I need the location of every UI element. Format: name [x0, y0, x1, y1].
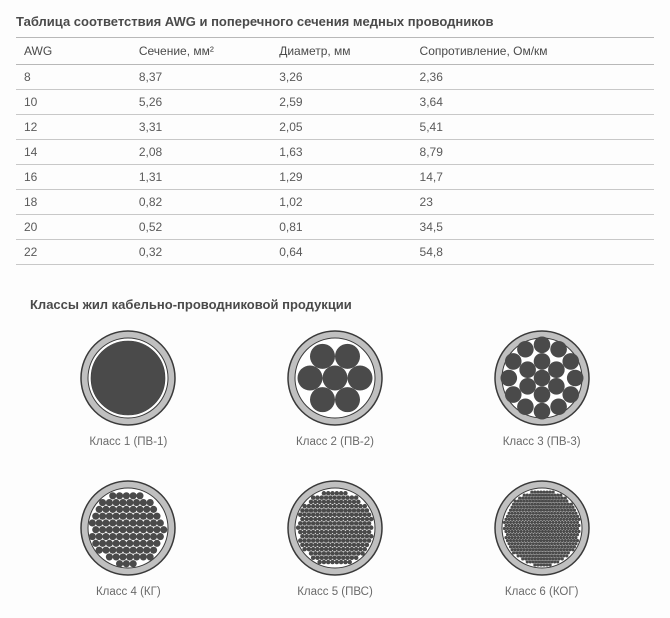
table-cell: 54,8 — [412, 240, 654, 265]
table-cell: 22 — [16, 240, 131, 265]
class-item: Класс 1 (ПВ-1) — [30, 328, 227, 448]
table-cell: 14 — [16, 140, 131, 165]
table-cell: 2,36 — [412, 65, 654, 90]
table-cell: 14,7 — [412, 165, 654, 190]
class-caption: Класс 6 (КОГ) — [505, 586, 579, 598]
col-header: AWG — [16, 38, 131, 65]
table-cell: 1,63 — [271, 140, 411, 165]
class-caption: Класс 4 (КГ) — [96, 586, 161, 598]
table-cell: 2,08 — [131, 140, 271, 165]
cable-cross-section-icon — [78, 478, 178, 578]
table-cell: 5,26 — [131, 90, 271, 115]
table-cell: 1,31 — [131, 165, 271, 190]
table-cell: 20 — [16, 215, 131, 240]
table-cell: 12 — [16, 115, 131, 140]
table-cell: 0,52 — [131, 215, 271, 240]
col-header: Диаметр, мм — [271, 38, 411, 65]
table-row: 161,311,2914,7 — [16, 165, 654, 190]
table-cell: 23 — [412, 190, 654, 215]
table-row: 105,262,593,64 — [16, 90, 654, 115]
table-row: 220,320,6454,8 — [16, 240, 654, 265]
table-row: 123,312,055,41 — [16, 115, 654, 140]
table-cell: 5,41 — [412, 115, 654, 140]
class-caption: Класс 3 (ПВ-3) — [503, 436, 581, 448]
table-row: 180,821,0223 — [16, 190, 654, 215]
class-caption: Класс 2 (ПВ-2) — [296, 436, 374, 448]
table-cell: 3,26 — [271, 65, 411, 90]
class-item: Класс 5 (ПВС) — [237, 478, 434, 598]
cable-cross-section-icon — [492, 328, 592, 428]
table-cell: 2,05 — [271, 115, 411, 140]
table-cell: 1,29 — [271, 165, 411, 190]
table-title: Таблица соответствия AWG и поперечного с… — [16, 14, 654, 29]
col-header: Сечение, мм² — [131, 38, 271, 65]
classes-grid: Класс 1 (ПВ-1) Класс 2 (ПВ-2) Класс 3 (ПВ-… — [16, 328, 654, 598]
table-row: 142,081,638,79 — [16, 140, 654, 165]
table-cell: 0,64 — [271, 240, 411, 265]
cable-cross-section-icon — [285, 328, 385, 428]
class-item: Класс 6 (КОГ) — [443, 478, 640, 598]
class-item: Класс 2 (ПВ-2) — [237, 328, 434, 448]
table-cell: 3,64 — [412, 90, 654, 115]
awg-table: AWGСечение, мм²Диаметр, ммСопротивление,… — [16, 37, 654, 265]
table-cell: 8 — [16, 65, 131, 90]
table-cell: 8,79 — [412, 140, 654, 165]
table-cell: 18 — [16, 190, 131, 215]
class-item: Класс 3 (ПВ-3) — [443, 328, 640, 448]
col-header: Сопротивление, Ом/км — [412, 38, 654, 65]
table-cell: 3,31 — [131, 115, 271, 140]
table-cell: 8,37 — [131, 65, 271, 90]
cable-cross-section-icon — [285, 478, 385, 578]
table-row: 88,373,262,36 — [16, 65, 654, 90]
table-cell: 0,81 — [271, 215, 411, 240]
table-cell: 0,32 — [131, 240, 271, 265]
table-row: 200,520,8134,5 — [16, 215, 654, 240]
class-caption: Класс 5 (ПВС) — [297, 586, 373, 598]
class-item: Класс 4 (КГ) — [30, 478, 227, 598]
table-cell: 16 — [16, 165, 131, 190]
table-cell: 1,02 — [271, 190, 411, 215]
table-cell: 34,5 — [412, 215, 654, 240]
table-cell: 2,59 — [271, 90, 411, 115]
class-caption: Класс 1 (ПВ-1) — [89, 436, 167, 448]
table-cell: 0,82 — [131, 190, 271, 215]
cable-cross-section-icon — [78, 328, 178, 428]
table-cell: 10 — [16, 90, 131, 115]
classes-title: Классы жил кабельно-проводниковой продук… — [16, 297, 654, 312]
cable-cross-section-icon — [492, 478, 592, 578]
